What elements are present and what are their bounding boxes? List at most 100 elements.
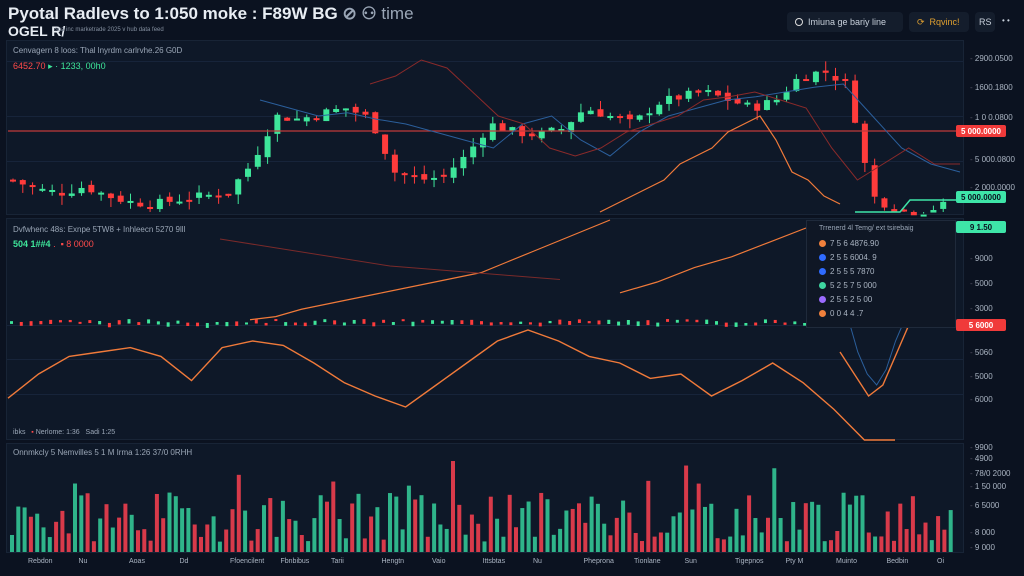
candle: [509, 127, 516, 131]
volume-bar: [747, 495, 752, 552]
search-line-button[interactable]: Imiuna ge bariy line: [787, 12, 903, 32]
volume-bar: [211, 516, 216, 552]
legend-item: 2 5 5 2 5 00: [819, 295, 872, 304]
legend-box: Trrenerd 4l Temg/ ext tsirebaig 7 5 6 48…: [806, 220, 956, 328]
osc-histogram-bar: [127, 319, 131, 324]
volume-bar: [394, 496, 399, 552]
oscillator-panel[interactable]: Dvfwhenc 48s: Exnpe 5TW8 + Inhleecn 5270…: [6, 218, 964, 440]
time-label: Ffoencilent: [230, 558, 265, 565]
volume-bar: [621, 500, 626, 552]
candle: [763, 100, 770, 110]
price-panel[interactable]: Cenvagern 8 loos: Thal lnyrdm carlrvhe.2…: [6, 40, 964, 215]
volume-bar: [885, 511, 890, 552]
osc-histogram-bar: [303, 322, 307, 327]
candle: [49, 190, 56, 193]
osc-histogram-bar: [401, 319, 405, 322]
volume-bar: [734, 508, 739, 552]
candle: [715, 90, 721, 96]
ma-red-line: [369, 59, 960, 181]
time-label: Tionlane: [634, 558, 661, 565]
time-label: Bedbin: [886, 558, 909, 565]
candle: [352, 106, 359, 113]
volume-bar: [41, 527, 46, 552]
legend-dot-icon: [819, 254, 826, 261]
candle: [734, 98, 741, 104]
osc-histogram-bar: [225, 322, 229, 327]
osc-histogram-bar: [313, 320, 317, 325]
volume-bar: [772, 468, 777, 552]
volume-bar: [249, 540, 254, 552]
time-label: Pty M: [785, 558, 804, 565]
volume-bar: [564, 510, 569, 552]
osc-histogram-bar: [147, 319, 151, 324]
candle: [166, 196, 173, 202]
candle: [421, 174, 428, 180]
candle: [920, 214, 927, 217]
volume-bar: [337, 519, 342, 552]
volume-bar: [199, 536, 203, 552]
volume-bar: [224, 529, 229, 552]
volume-bar: [816, 504, 821, 552]
candle: [254, 154, 261, 167]
volume-bar: [835, 530, 840, 552]
volume-bar: [287, 519, 292, 552]
volume-bar: [860, 495, 865, 552]
time-label: Fbnbibus: [280, 558, 310, 565]
osc-histogram-bar: [558, 319, 562, 325]
time-label: Aoas: [129, 558, 145, 565]
volume-bar: [16, 506, 21, 552]
candle: [695, 90, 702, 93]
candle: [440, 174, 447, 177]
osc-histogram-bar: [342, 322, 346, 326]
volume-bar: [501, 536, 506, 552]
osc-histogram-bar: [705, 319, 709, 325]
volume-bar: [709, 503, 714, 552]
volume-bar: [192, 524, 197, 552]
legend-item: 5 2 5 7 5 000: [819, 281, 877, 290]
candle: [656, 104, 663, 115]
candle: [812, 71, 819, 83]
volume-bar: [482, 541, 487, 552]
volume-bar: [690, 509, 695, 552]
price-caption: Cenvagern 8 loos: Thal lnyrdm carlrvhe.2…: [13, 46, 183, 55]
osc-histogram-bar: [724, 322, 728, 327]
candle: [871, 165, 878, 197]
more-button[interactable]: • •: [1002, 16, 1010, 25]
osc-histogram-bar: [88, 320, 92, 324]
circle-icon: [795, 18, 803, 26]
volume-bar: [148, 540, 153, 552]
volume-bar: [60, 510, 65, 552]
osc-histogram-bar: [245, 322, 248, 325]
settings-button[interactable]: RS: [975, 12, 995, 32]
osc-histogram-bar: [382, 319, 386, 323]
volume-bar: [167, 492, 172, 552]
osc-histogram-bar: [803, 322, 807, 326]
osc-histogram-bar: [215, 322, 219, 325]
candle: [88, 184, 95, 193]
volume-bar: [413, 499, 418, 552]
window-title: Pyotal Radlevs to 1:050 moke : F89W BG ⊘…: [8, 4, 414, 23]
price-line-green: [855, 199, 960, 213]
osc-histogram-bar: [205, 322, 209, 328]
candle: [587, 110, 594, 115]
volume-bar: [551, 534, 556, 552]
osc-histogram-bar: [176, 320, 180, 324]
osc-histogram-bar: [754, 322, 758, 326]
candle: [391, 154, 398, 173]
volume-bar: [136, 530, 140, 552]
footer-label: Nerlome: 1:36: [35, 429, 80, 436]
osc-histogram-bar: [421, 319, 425, 323]
candle: [773, 99, 780, 103]
candle: [538, 130, 545, 139]
volume-bar: [652, 536, 657, 552]
alert-button[interactable]: ⟳ Rqvinc!: [909, 12, 969, 32]
volume-bar: [766, 517, 770, 552]
volume-bar: [129, 514, 134, 552]
volume-bar: [381, 539, 386, 552]
osc-histogram-bar: [19, 321, 23, 326]
volume-bar: [759, 532, 764, 552]
candle: [10, 179, 16, 182]
volume-bar: [854, 495, 859, 552]
time-label: Dd: [179, 558, 189, 565]
